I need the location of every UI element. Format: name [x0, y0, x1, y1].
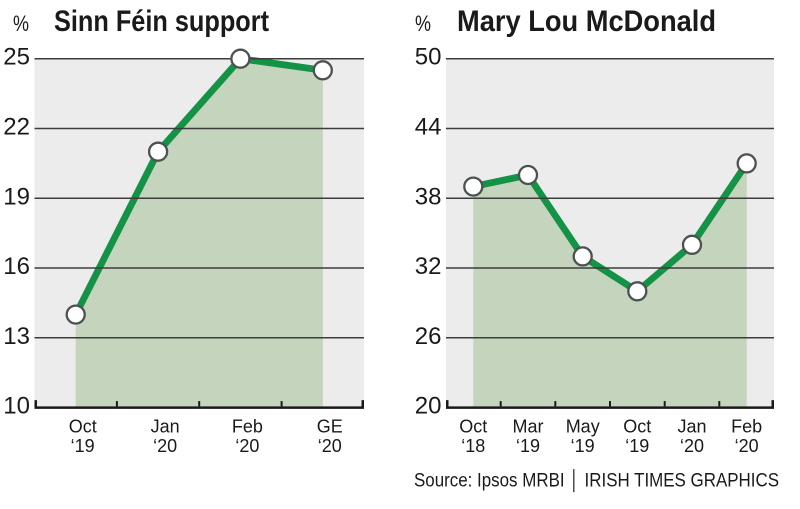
svg-text:Oct: Oct	[623, 417, 651, 437]
svg-text:‘18: ‘18	[461, 436, 485, 456]
svg-text:Feb: Feb	[232, 417, 263, 437]
svg-text:Mary Lou McDonald: Mary Lou McDonald	[457, 5, 716, 38]
svg-text:Jan: Jan	[151, 417, 180, 437]
svg-text:Sinn Féin support: Sinn Féin support	[54, 5, 269, 38]
svg-text:%: %	[415, 11, 431, 36]
svg-text:‘20: ‘20	[235, 436, 259, 456]
svg-text:%: %	[13, 11, 29, 36]
svg-text:‘20: ‘20	[735, 436, 759, 456]
svg-text:19: 19	[3, 183, 30, 210]
svg-text:Oct: Oct	[69, 417, 97, 437]
svg-text:‘19: ‘19	[71, 436, 95, 456]
svg-text:‘20: ‘20	[153, 436, 177, 456]
svg-text:10: 10	[3, 393, 30, 420]
svg-text:25: 25	[3, 44, 30, 71]
svg-text:‘19: ‘19	[625, 436, 649, 456]
svg-text:Source: Ipsos MRBI │ IRISH TIM: Source: Ipsos MRBI │ IRISH TIMES GRAPHIC…	[414, 468, 779, 492]
svg-text:‘20: ‘20	[318, 436, 342, 456]
svg-text:50: 50	[415, 44, 442, 71]
svg-text:Jan: Jan	[677, 417, 706, 437]
svg-text:32: 32	[415, 253, 442, 280]
svg-text:22: 22	[3, 114, 30, 141]
svg-text:GE: GE	[317, 417, 343, 437]
svg-text:13: 13	[3, 323, 30, 350]
svg-text:‘20: ‘20	[680, 436, 704, 456]
svg-text:26: 26	[415, 323, 442, 350]
svg-text:‘19: ‘19	[571, 436, 595, 456]
svg-text:‘19: ‘19	[516, 436, 540, 456]
svg-text:Feb: Feb	[731, 417, 762, 437]
svg-text:20: 20	[415, 393, 442, 420]
svg-text:Mar: Mar	[513, 417, 544, 437]
svg-text:38: 38	[415, 183, 442, 210]
svg-text:Oct: Oct	[459, 417, 487, 437]
svg-text:May: May	[566, 417, 600, 437]
svg-text:44: 44	[415, 114, 442, 141]
svg-text:16: 16	[3, 253, 30, 280]
